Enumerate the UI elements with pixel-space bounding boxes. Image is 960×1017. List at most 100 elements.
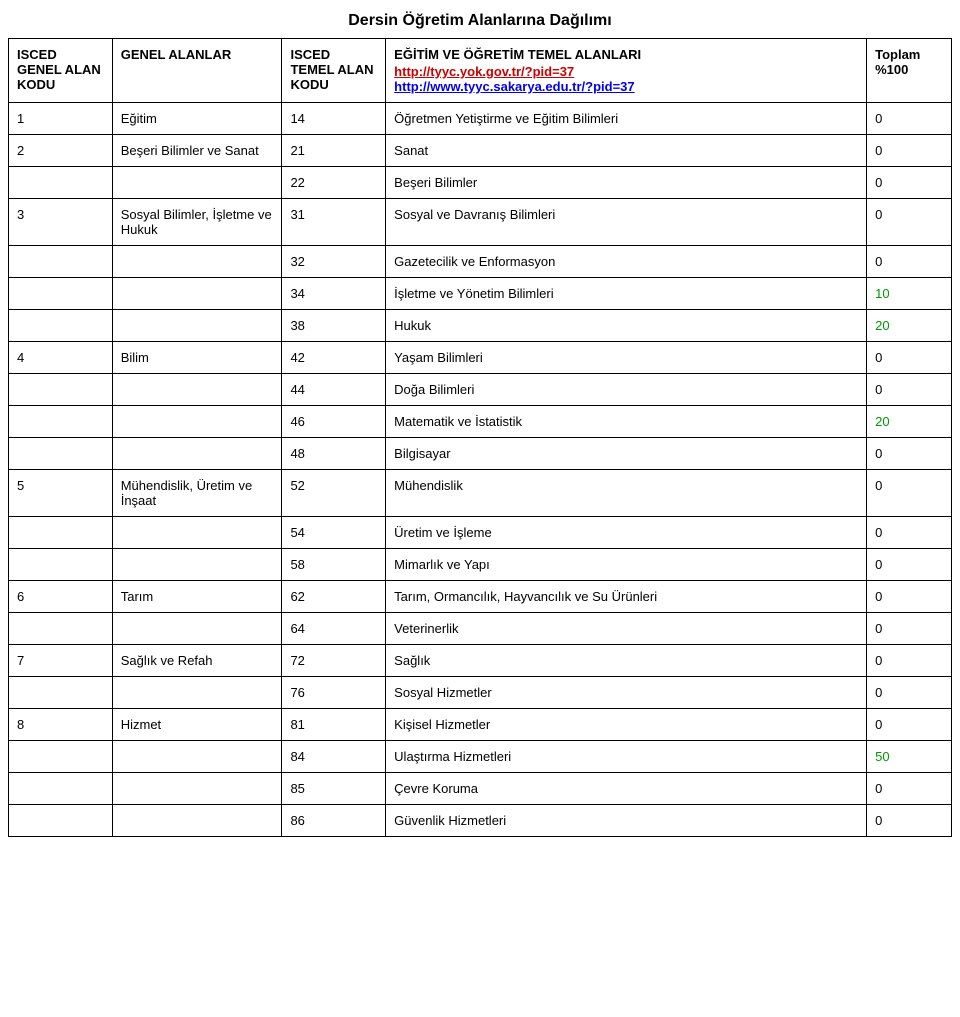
cell-temel-alan: Beşeri Bilimler <box>386 167 867 199</box>
cell-temel-kod: 34 <box>282 278 386 310</box>
page-title: Dersin Öğretim Alanlarına Dağılımı <box>8 8 952 34</box>
table-row: 4Bilim42Yaşam Bilimleri0 <box>9 342 952 374</box>
cell-temel-alan: Üretim ve İşleme <box>386 517 867 549</box>
cell-genel-kod: 7 <box>9 645 113 677</box>
cell-genel-alan <box>112 438 282 470</box>
cell-temel-alan: Mimarlık ve Yapı <box>386 549 867 581</box>
table-row: 6Tarım62Tarım, Ormancılık, Hayvancılık v… <box>9 581 952 613</box>
cell-temel-alan: Sosyal ve Davranış Bilimleri <box>386 199 867 246</box>
table-row: 38Hukuk20 <box>9 310 952 342</box>
cell-toplam: 0 <box>867 103 952 135</box>
cell-genel-alan <box>112 517 282 549</box>
cell-temel-kod: 81 <box>282 709 386 741</box>
cell-toplam: 0 <box>867 709 952 741</box>
cell-temel-kod: 85 <box>282 773 386 805</box>
cell-genel-alan: Mühendislik, Üretim ve İnşaat <box>112 470 282 517</box>
cell-genel-kod <box>9 246 113 278</box>
cell-toplam: 10 <box>867 278 952 310</box>
cell-temel-kod: 48 <box>282 438 386 470</box>
cell-genel-kod <box>9 278 113 310</box>
table-body: 1Eğitim14Öğretmen Yetiştirme ve Eğitim B… <box>9 103 952 837</box>
link-tyyc-yok[interactable]: http://tyyc.yok.gov.tr/?pid=37 <box>394 64 574 79</box>
cell-temel-kod: 21 <box>282 135 386 167</box>
table-row: 84Ulaştırma Hizmetleri50 <box>9 741 952 773</box>
cell-genel-alan <box>112 805 282 837</box>
cell-genel-kod <box>9 310 113 342</box>
cell-genel-alan: Bilim <box>112 342 282 374</box>
cell-genel-alan <box>112 167 282 199</box>
cell-genel-alan <box>112 374 282 406</box>
cell-temel-alan: Bilgisayar <box>386 438 867 470</box>
cell-temel-alan: Sosyal Hizmetler <box>386 677 867 709</box>
table-row: 46Matematik ve İstatistik20 <box>9 406 952 438</box>
table-row: 64Veterinerlik0 <box>9 613 952 645</box>
table-row: 34İşletme ve Yönetim Bilimleri10 <box>9 278 952 310</box>
cell-genel-kod <box>9 167 113 199</box>
table-row: 7Sağlık ve Refah72Sağlık0 <box>9 645 952 677</box>
cell-temel-kod: 72 <box>282 645 386 677</box>
cell-genel-kod: 1 <box>9 103 113 135</box>
table-row: 2Beşeri Bilimler ve Sanat21Sanat0 <box>9 135 952 167</box>
cell-genel-alan <box>112 246 282 278</box>
cell-temel-alan: Hukuk <box>386 310 867 342</box>
table-row: 54Üretim ve İşleme0 <box>9 517 952 549</box>
cell-temel-kod: 64 <box>282 613 386 645</box>
cell-toplam: 0 <box>867 645 952 677</box>
cell-toplam: 20 <box>867 406 952 438</box>
cell-genel-alan: Sağlık ve Refah <box>112 645 282 677</box>
header-col2: GENEL ALANLAR <box>112 39 282 103</box>
table-row: 5Mühendislik, Üretim ve İnşaat52Mühendis… <box>9 470 952 517</box>
cell-toplam: 0 <box>867 581 952 613</box>
cell-toplam: 0 <box>867 246 952 278</box>
cell-temel-kod: 42 <box>282 342 386 374</box>
table-row: 44Doğa Bilimleri0 <box>9 374 952 406</box>
cell-temel-kod: 76 <box>282 677 386 709</box>
cell-genel-kod: 6 <box>9 581 113 613</box>
cell-toplam: 0 <box>867 167 952 199</box>
table-row: 76Sosyal Hizmetler0 <box>9 677 952 709</box>
cell-temel-alan: Gazetecilik ve Enformasyon <box>386 246 867 278</box>
cell-genel-kod: 2 <box>9 135 113 167</box>
cell-genel-kod <box>9 438 113 470</box>
cell-temel-alan: Mühendislik <box>386 470 867 517</box>
cell-genel-alan: Tarım <box>112 581 282 613</box>
table-row: 58Mimarlık ve Yapı0 <box>9 549 952 581</box>
cell-genel-kod <box>9 613 113 645</box>
cell-temel-kod: 31 <box>282 199 386 246</box>
cell-genel-kod: 3 <box>9 199 113 246</box>
cell-toplam: 0 <box>867 773 952 805</box>
cell-toplam: 0 <box>867 677 952 709</box>
cell-temel-kod: 86 <box>282 805 386 837</box>
cell-toplam: 0 <box>867 549 952 581</box>
table-row: 22Beşeri Bilimler0 <box>9 167 952 199</box>
cell-toplam: 0 <box>867 199 952 246</box>
cell-genel-alan <box>112 741 282 773</box>
cell-temel-kod: 14 <box>282 103 386 135</box>
cell-temel-alan: Güvenlik Hizmetleri <box>386 805 867 837</box>
cell-temel-kod: 54 <box>282 517 386 549</box>
cell-temel-kod: 46 <box>282 406 386 438</box>
table-header-row: ISCED GENEL ALAN KODU GENEL ALANLAR ISCE… <box>9 39 952 103</box>
isced-table: ISCED GENEL ALAN KODU GENEL ALANLAR ISCE… <box>8 38 952 837</box>
cell-toplam: 50 <box>867 741 952 773</box>
header-col3: ISCED TEMEL ALAN KODU <box>282 39 386 103</box>
table-row: 85Çevre Koruma0 <box>9 773 952 805</box>
table-row: 32Gazetecilik ve Enformasyon0 <box>9 246 952 278</box>
header-col1: ISCED GENEL ALAN KODU <box>9 39 113 103</box>
cell-genel-alan: Beşeri Bilimler ve Sanat <box>112 135 282 167</box>
cell-genel-kod: 4 <box>9 342 113 374</box>
cell-temel-alan: İşletme ve Yönetim Bilimleri <box>386 278 867 310</box>
cell-temel-kod: 58 <box>282 549 386 581</box>
cell-genel-kod <box>9 406 113 438</box>
cell-toplam: 0 <box>867 517 952 549</box>
link-tyyc-sakarya[interactable]: http://www.tyyc.sakarya.edu.tr/?pid=37 <box>394 79 634 94</box>
cell-toplam: 0 <box>867 470 952 517</box>
cell-temel-alan: Matematik ve İstatistik <box>386 406 867 438</box>
cell-genel-alan <box>112 278 282 310</box>
cell-temel-alan: Kişisel Hizmetler <box>386 709 867 741</box>
cell-genel-kod: 8 <box>9 709 113 741</box>
cell-genel-kod <box>9 805 113 837</box>
cell-temel-alan: Öğretmen Yetiştirme ve Eğitim Bilimleri <box>386 103 867 135</box>
cell-genel-kod <box>9 374 113 406</box>
table-row: 48Bilgisayar0 <box>9 438 952 470</box>
